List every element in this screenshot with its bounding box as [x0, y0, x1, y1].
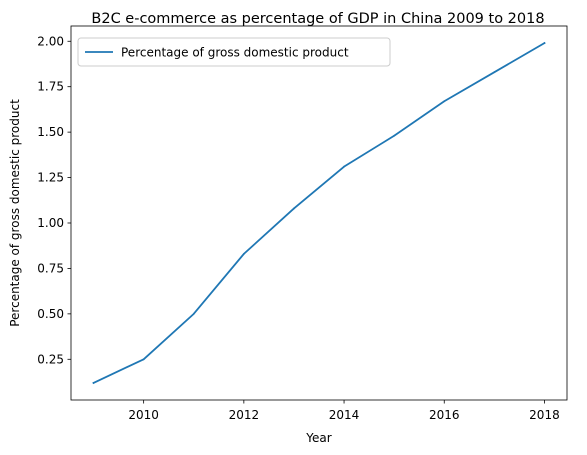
series-line-0: [92, 41, 546, 385]
data-point: [142, 358, 145, 361]
y-tick-label: 2.00: [37, 34, 64, 48]
x-axis-ticks: 2010 2012 2014 2016 2018: [128, 400, 560, 422]
data-point: [493, 71, 496, 74]
x-tick-label: 2012: [229, 408, 260, 422]
y-tick-label: 0.75: [37, 261, 64, 275]
legend-entry-label: Percentage of gross domestic product: [121, 46, 349, 60]
data-point: [92, 382, 95, 384]
y-tick-label: 1.00: [37, 216, 64, 230]
plot-area: [70, 25, 568, 401]
x-axis-label: Year: [305, 431, 331, 445]
data-point: [293, 207, 295, 210]
data-point: [343, 165, 345, 168]
y-axis-ticks: 0.25 0.50 0.75 1.00 1.25 1.50 1.75 2.00: [37, 34, 71, 366]
legend-box: [77, 37, 391, 67]
y-tick-label: 0.25: [37, 352, 64, 366]
data-point: [443, 100, 446, 103]
data-point: [192, 312, 195, 315]
x-tick-label: 2018: [529, 408, 560, 422]
series-layer: [92, 41, 546, 385]
data-point: [393, 134, 396, 137]
data-point: [242, 252, 245, 255]
x-tick-label: 2010: [128, 408, 159, 422]
y-tick-label: 1.25: [37, 171, 64, 185]
legend: Percentage of gross domestic product: [77, 37, 391, 67]
y-tick-label: 1.50: [37, 125, 64, 139]
data-point: [543, 42, 546, 44]
chart-title: B2C e-commerce as percentage of GDP in C…: [91, 11, 544, 27]
y-tick-label: 1.75: [37, 80, 64, 94]
x-tick-label: 2014: [329, 408, 360, 422]
x-tick-label: 2016: [429, 408, 460, 422]
y-tick-label: 0.50: [37, 307, 64, 321]
y-axis-label: Percentage of gross domestic product: [8, 99, 22, 327]
